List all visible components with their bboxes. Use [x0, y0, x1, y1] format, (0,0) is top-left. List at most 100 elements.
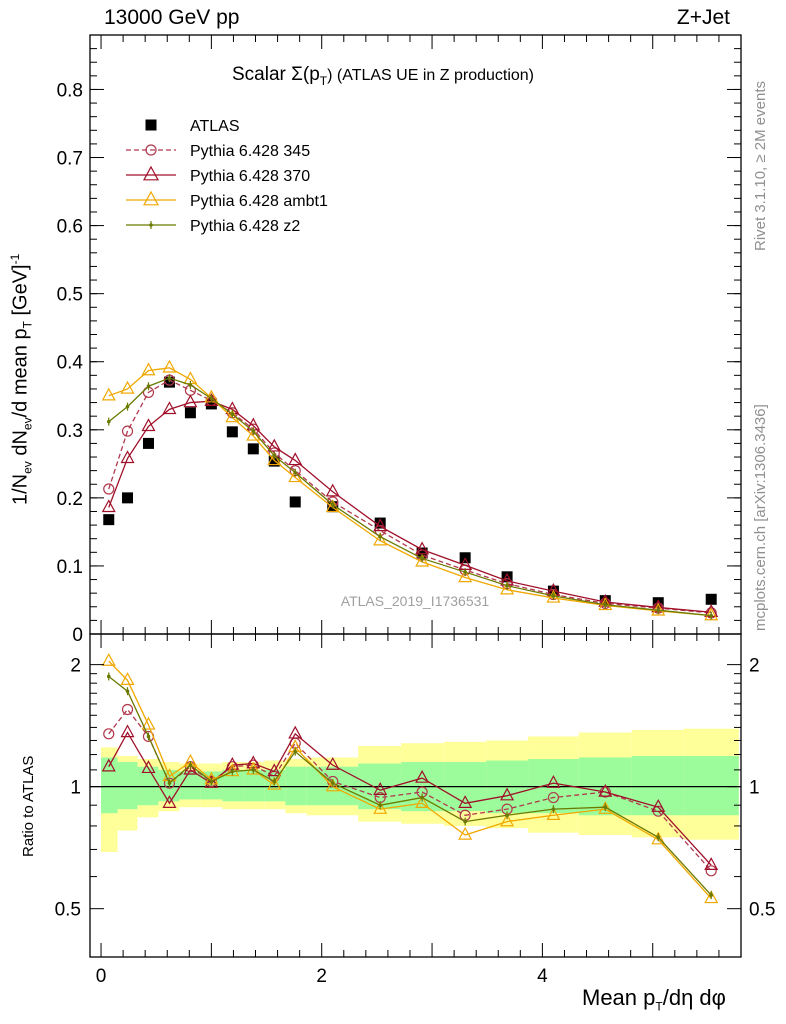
- triangle-marker: [500, 787, 515, 801]
- triangle-marker: [162, 795, 177, 808]
- data-point-marker: [289, 496, 301, 508]
- triangle-marker: [500, 813, 515, 827]
- series-line: [108, 731, 712, 866]
- data-point-marker: [226, 426, 238, 438]
- triangle-marker: [373, 782, 388, 795]
- mcplots-label: mcplots.cern.ch [arXiv:1306.3436]: [752, 404, 769, 631]
- data-point-marker: [374, 517, 386, 529]
- triangle-marker: [141, 362, 156, 376]
- triangle-marker: [120, 672, 135, 686]
- triangle-marker: [267, 763, 282, 777]
- triangle-marker: [458, 795, 473, 808]
- data-point-marker: [103, 514, 115, 526]
- series-pythia-6-428-z2: [106, 672, 714, 900]
- ratio-y-tick-label-right: 0.5: [749, 900, 775, 921]
- triangle-marker: [458, 569, 473, 583]
- series-line: [108, 379, 712, 614]
- triangle-marker: [142, 190, 160, 206]
- triangle-marker: [325, 756, 340, 770]
- legend-label: Pythia 6.428 370: [190, 168, 310, 185]
- triangle-marker: [373, 518, 388, 532]
- main-y-tick-label: 0.2: [57, 489, 83, 510]
- triangle-marker: [101, 652, 116, 666]
- legend-label: Pythia 6.428 345: [190, 143, 310, 160]
- series-line: [108, 377, 712, 617]
- series-pythia-6-428-ambt1: [101, 359, 719, 621]
- triangle-marker: [142, 165, 160, 181]
- data-point-marker: [163, 376, 175, 388]
- legend-entry: Pythia 6.428 370: [126, 165, 310, 185]
- triangle-marker: [546, 775, 561, 788]
- triangle-marker: [246, 761, 261, 775]
- band-inner: [285, 766, 307, 806]
- main-y-tick-label: 0.1: [57, 557, 83, 578]
- ratio-y-tick-label: 0.5: [55, 900, 81, 921]
- triangle-marker: [500, 581, 515, 595]
- legend-label: Pythia 6.428 z2: [190, 218, 300, 235]
- triangle-marker: [704, 857, 719, 870]
- circle-marker: [103, 483, 115, 495]
- analysis-watermark: ATLAS_2019_I1736531: [341, 593, 490, 609]
- triangle-marker: [120, 724, 135, 738]
- circle-marker: [547, 791, 560, 804]
- triangle-marker: [704, 607, 719, 621]
- triangle-marker: [267, 776, 282, 790]
- triangle-marker: [225, 763, 240, 777]
- x-axis-label: Mean pT/dη dφ: [582, 985, 726, 1014]
- ratio-series: [101, 652, 719, 904]
- band-inner: [222, 769, 244, 802]
- ratio-y-axis-label: Ratio to ATLAS: [20, 755, 37, 857]
- triangle-marker: [415, 769, 430, 783]
- main-y-tick-label: 0.6: [57, 217, 83, 238]
- x-tick-label: 0: [96, 966, 107, 987]
- triangle-marker: [267, 438, 282, 452]
- triangle-marker: [651, 831, 666, 845]
- plot-title-suffix: ) (ATLAS UE in Z production): [327, 67, 535, 84]
- series-line: [108, 660, 712, 899]
- circle-marker: [145, 144, 157, 156]
- series-pythia-6-428-z2: [106, 374, 714, 620]
- band-inner: [683, 756, 739, 816]
- triangle-marker: [415, 795, 430, 808]
- triangle-marker: [101, 387, 116, 401]
- series-line: [108, 400, 712, 613]
- triangle-marker: [288, 725, 303, 739]
- legend-entry: Pythia 6.428 z2: [126, 218, 300, 235]
- triangle-marker: [162, 401, 177, 415]
- data-point-marker: [184, 407, 196, 419]
- triangle-marker: [373, 532, 388, 546]
- triangle-marker: [141, 760, 156, 774]
- triangle-marker: [183, 394, 198, 408]
- x-tick-label: 4: [537, 966, 548, 987]
- ratio-frame: [89, 633, 742, 958]
- triangle-marker: [267, 452, 282, 466]
- triangle-marker: [651, 799, 666, 812]
- circle-marker: [103, 728, 115, 740]
- legend-label: ATLAS: [190, 118, 240, 135]
- ratio-y-tick-label-right: 2: [749, 656, 760, 677]
- plot-title-prefix: Scalar Σ(p: [232, 64, 320, 85]
- legend-label: Pythia 6.428 ambt1: [190, 193, 328, 210]
- series-pythia-6-428-370: [101, 393, 719, 617]
- ratio-bands: [101, 728, 739, 852]
- triangle-marker: [141, 418, 156, 432]
- x-tick-label: 2: [316, 966, 327, 987]
- main-y-tick-label: 0.8: [57, 80, 83, 101]
- main-frame: [89, 34, 742, 635]
- legend: ATLAS Pythia 6.428 345 Pythia 6.428 370 Pyt…: [126, 118, 328, 235]
- ratio-y-tick-label: 2: [70, 656, 81, 677]
- triangle-marker: [288, 452, 303, 466]
- triangle-marker: [415, 553, 430, 567]
- triangle-marker: [373, 801, 388, 814]
- plot-title-subscript: T: [319, 73, 328, 88]
- triangle-marker: [101, 499, 116, 513]
- main-y-tick-label: 0.4: [57, 353, 84, 374]
- triangle-marker: [458, 826, 473, 840]
- series-atlas: [103, 376, 717, 609]
- triangle-marker: [141, 716, 156, 730]
- triangle-marker: [120, 450, 135, 464]
- main-y-tick-label: 0.7: [57, 149, 83, 170]
- data-point-marker: [142, 437, 154, 449]
- band-inner: [179, 771, 201, 800]
